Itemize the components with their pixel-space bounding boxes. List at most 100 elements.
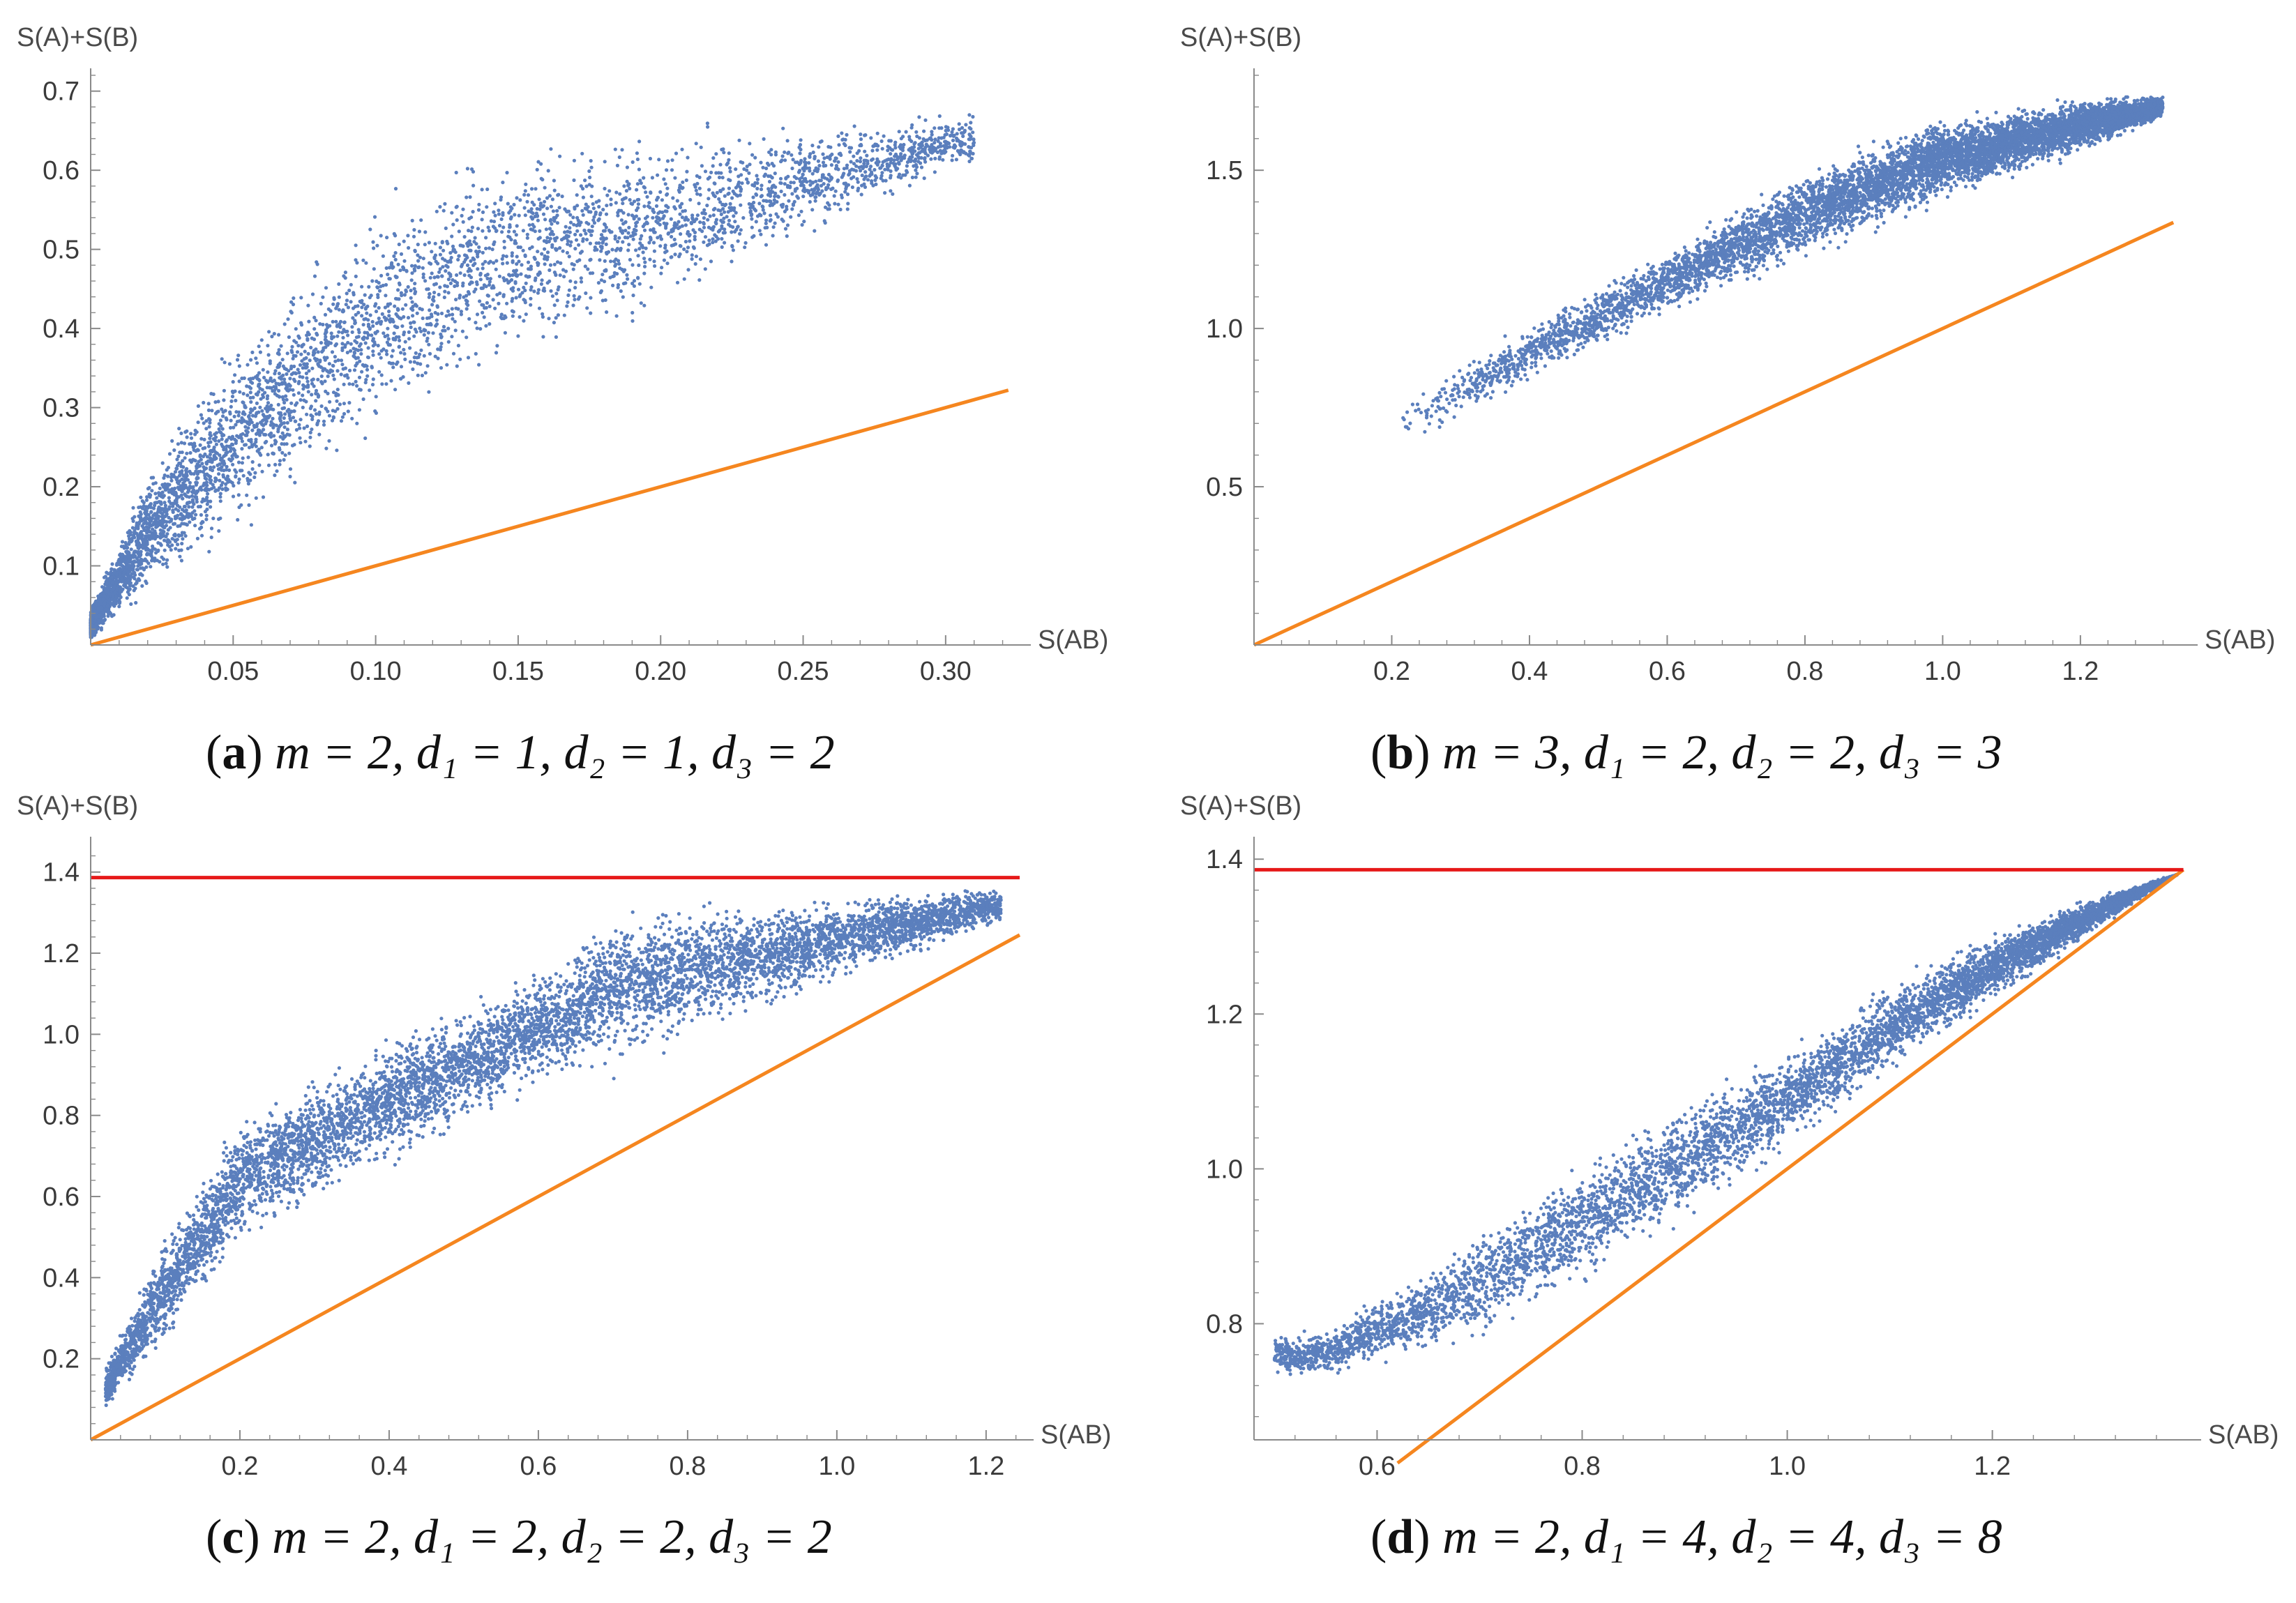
data-point bbox=[144, 579, 148, 584]
data-point bbox=[471, 256, 475, 260]
data-point bbox=[365, 367, 370, 372]
data-point bbox=[954, 136, 959, 140]
data-point bbox=[178, 554, 182, 559]
data-point bbox=[319, 404, 324, 409]
data-point bbox=[412, 334, 416, 338]
data-point bbox=[230, 395, 235, 399]
data-point bbox=[199, 533, 204, 538]
data-point bbox=[390, 354, 394, 358]
data-point bbox=[225, 464, 229, 469]
data-point bbox=[228, 425, 233, 430]
data-point bbox=[349, 282, 353, 287]
data-point bbox=[168, 526, 172, 530]
data-point bbox=[395, 307, 400, 311]
data-point bbox=[714, 222, 718, 226]
data-point bbox=[386, 304, 390, 308]
data-point bbox=[618, 192, 622, 196]
data-point bbox=[242, 419, 247, 423]
data-point bbox=[158, 542, 163, 546]
data-point bbox=[359, 348, 363, 352]
data-point bbox=[362, 317, 366, 321]
data-point bbox=[453, 328, 458, 333]
data-point bbox=[418, 326, 422, 331]
data-point bbox=[396, 262, 400, 266]
data-point bbox=[266, 353, 271, 357]
data-point bbox=[468, 195, 472, 199]
data-point bbox=[523, 298, 527, 303]
data-point bbox=[265, 415, 269, 419]
data-point bbox=[533, 214, 537, 219]
data-point bbox=[886, 149, 890, 153]
data-point bbox=[350, 325, 354, 329]
data-point bbox=[656, 173, 660, 177]
data-point bbox=[808, 169, 812, 173]
data-point bbox=[99, 602, 103, 606]
data-point bbox=[584, 202, 588, 206]
data-point bbox=[678, 205, 683, 209]
data-point bbox=[391, 319, 395, 324]
data-point bbox=[518, 198, 522, 202]
data-point bbox=[513, 280, 518, 284]
data-point bbox=[200, 416, 204, 420]
data-point bbox=[573, 206, 577, 211]
data-point bbox=[143, 518, 147, 523]
data-point bbox=[407, 381, 411, 386]
data-point bbox=[587, 169, 591, 174]
data-point bbox=[185, 429, 189, 433]
data-point bbox=[532, 289, 536, 294]
data-point bbox=[552, 178, 557, 183]
data-point bbox=[634, 224, 638, 228]
data-point bbox=[173, 532, 177, 537]
data-point bbox=[419, 329, 423, 333]
data-point bbox=[488, 246, 492, 250]
data-point bbox=[469, 259, 473, 263]
data-point bbox=[957, 128, 962, 132]
data-point bbox=[451, 222, 455, 227]
data-point bbox=[398, 268, 402, 273]
data-point bbox=[113, 590, 117, 595]
data-point bbox=[285, 397, 289, 402]
data-point bbox=[312, 274, 317, 278]
data-point bbox=[937, 155, 942, 159]
data-point bbox=[505, 171, 509, 175]
data-point bbox=[564, 269, 568, 273]
data-point bbox=[280, 442, 284, 446]
data-point bbox=[663, 250, 667, 254]
data-point bbox=[96, 615, 100, 619]
data-point bbox=[296, 381, 301, 386]
data-point bbox=[371, 377, 375, 381]
data-point bbox=[523, 213, 527, 218]
data-point bbox=[296, 334, 301, 338]
data-point bbox=[599, 249, 603, 253]
data-point bbox=[690, 217, 695, 221]
data-point bbox=[753, 155, 757, 160]
data-point bbox=[465, 335, 469, 340]
data-point bbox=[526, 193, 531, 197]
data-point bbox=[299, 441, 303, 445]
data-point bbox=[679, 232, 683, 236]
data-point bbox=[339, 358, 344, 363]
data-point bbox=[271, 407, 275, 411]
data-point bbox=[480, 188, 484, 192]
data-point bbox=[379, 234, 383, 238]
data-point bbox=[370, 279, 375, 283]
data-point bbox=[561, 249, 565, 253]
data-point bbox=[592, 215, 596, 219]
data-point bbox=[852, 124, 856, 128]
data-point bbox=[205, 455, 209, 459]
data-point bbox=[269, 420, 273, 424]
data-point bbox=[798, 143, 803, 147]
data-point bbox=[634, 229, 638, 233]
data-point bbox=[785, 223, 790, 227]
data-point bbox=[870, 149, 875, 153]
data-point bbox=[326, 307, 331, 311]
data-point bbox=[278, 411, 282, 415]
data-point bbox=[589, 296, 593, 300]
data-point bbox=[580, 250, 584, 254]
data-point bbox=[163, 538, 167, 542]
data-point bbox=[717, 197, 721, 201]
data-point bbox=[494, 259, 499, 263]
data-point bbox=[158, 486, 162, 491]
data-point bbox=[212, 485, 216, 489]
data-point bbox=[151, 546, 155, 550]
